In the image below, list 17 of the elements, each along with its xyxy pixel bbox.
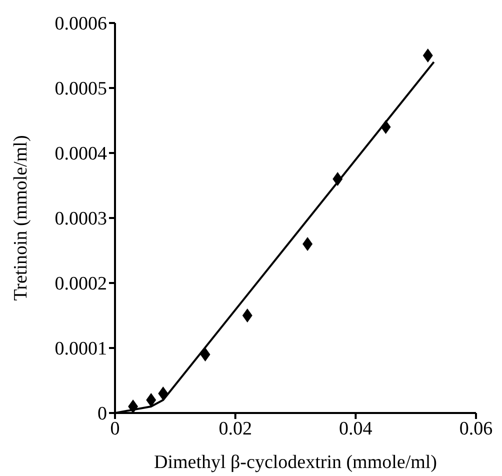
y-tick-label: 0.0005 (54, 78, 107, 100)
point (146, 393, 156, 407)
x-axis-title: Dimethyl β-cyclodextrin (mmole/ml) (154, 452, 437, 473)
point (422, 48, 433, 62)
y-tick-label: 0.0006 (54, 14, 107, 35)
x-tick-label: 0.06 (459, 418, 493, 440)
point (200, 348, 210, 362)
y-tick-label: 0 (98, 404, 107, 425)
y-tick-label: 0.0001 (54, 338, 107, 360)
point (242, 308, 252, 322)
x-tick-label: 0.04 (339, 418, 373, 440)
y-tick-label: 0.0002 (54, 274, 107, 295)
point (302, 237, 313, 251)
x-tick-label: 0.02 (218, 418, 252, 440)
y-axis-title: Tretinoin (mmole/ml) (10, 135, 32, 301)
y-tick-label: 0.0004 (54, 144, 108, 165)
y-tick-label: 0.0003 (54, 208, 107, 230)
